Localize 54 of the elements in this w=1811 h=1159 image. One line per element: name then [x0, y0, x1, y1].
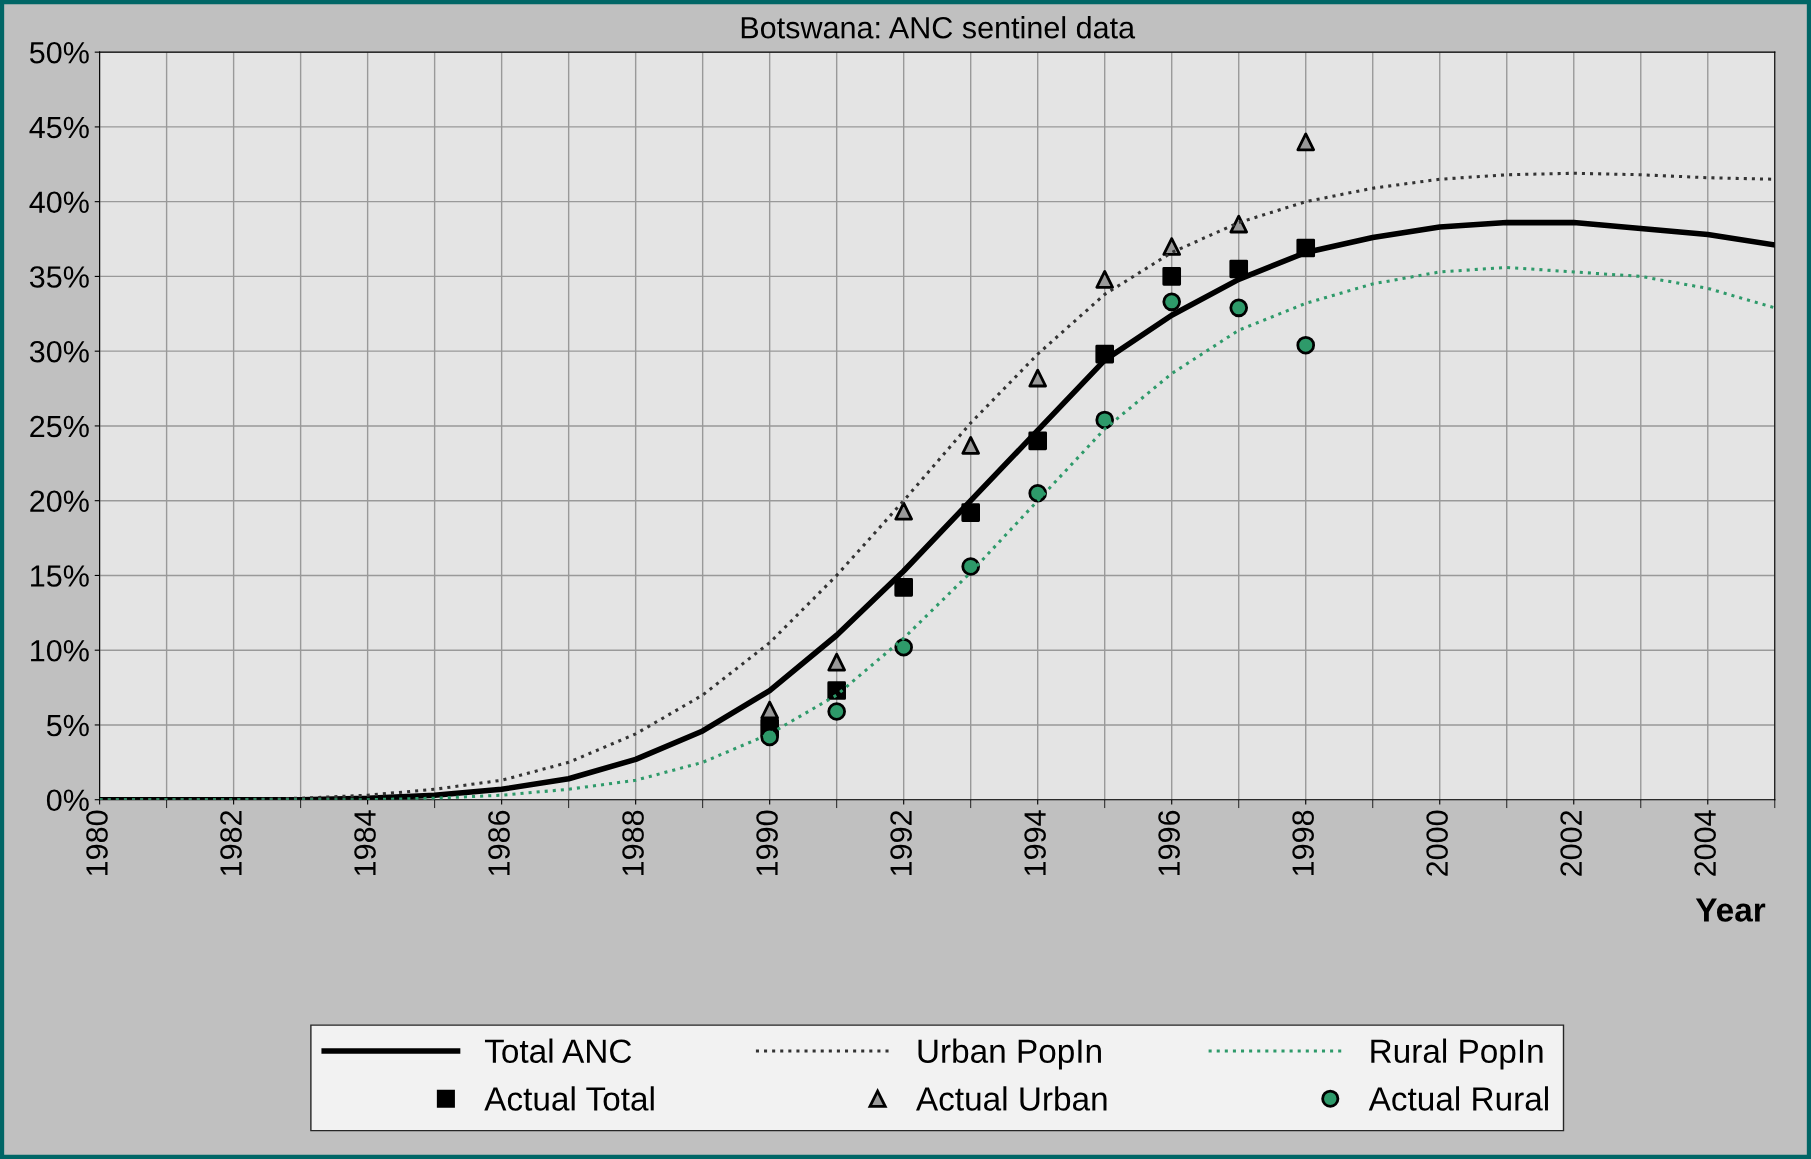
x-axis-title: Year [1695, 898, 1766, 922]
x-tick-label: 1988 [622, 810, 644, 876]
y-tick-label: 10% [31, 639, 89, 662]
legend-label: Actual Urban [916, 1086, 1107, 1111]
legend-label: Urban PopIn [918, 1038, 1101, 1070]
x-tick-label: 1982 [220, 810, 242, 876]
point [1162, 267, 1182, 286]
x-tick-label: 1992 [890, 810, 912, 876]
point [1229, 298, 1249, 318]
point [894, 578, 913, 597]
x-tick-label: 1980 [86, 810, 108, 876]
point [894, 637, 913, 657]
point [1028, 368, 1048, 388]
x-tick-label: 1996 [1158, 810, 1180, 876]
x-tick-label: 2004 [1694, 810, 1716, 876]
point [894, 501, 913, 521]
y-tick-label: 25% [30, 415, 89, 438]
point [827, 702, 846, 721]
x-tick-label: 1990 [756, 810, 778, 876]
y-tick-label: 15% [31, 565, 89, 587]
point [1095, 270, 1115, 289]
x-tick-label: 2000 [1426, 810, 1448, 876]
x-tick-label: 2002 [1560, 810, 1582, 876]
point [1229, 214, 1249, 234]
point [827, 652, 846, 672]
x-tick-label: 1994 [1024, 810, 1046, 876]
point [1296, 132, 1316, 152]
legend-label: Actual Total [484, 1086, 654, 1111]
x-tick-label: 1986 [488, 810, 510, 876]
point [961, 557, 980, 576]
y-tick-label: 35% [29, 266, 89, 288]
point [827, 681, 846, 700]
point [760, 700, 779, 720]
y-tick-label: 50% [29, 41, 89, 64]
y-tick-label: 0% [46, 789, 89, 812]
x-tick-label: 1984 [354, 810, 376, 876]
y-tick-label: 30% [29, 340, 89, 363]
x-tick-label: 1998 [1292, 810, 1314, 876]
y-tick-label: 40% [29, 191, 89, 214]
legend-label: Total ANC [484, 1038, 632, 1063]
point [1229, 259, 1249, 279]
legend-label: Actual Rural [1368, 1086, 1548, 1111]
chart-title: Botswana: ANC sentinel data [741, 16, 1136, 39]
point [961, 436, 980, 455]
legend-label: Rural PopIn [1371, 1038, 1543, 1070]
point [1028, 483, 1048, 503]
point [760, 727, 779, 747]
y-tick-label: 20% [30, 490, 89, 513]
y-tick-label: 45% [29, 116, 89, 139]
point [1162, 237, 1182, 256]
point [1162, 292, 1182, 312]
y-tick-label: 5% [46, 714, 89, 737]
point [1095, 410, 1115, 430]
point [1296, 335, 1316, 355]
